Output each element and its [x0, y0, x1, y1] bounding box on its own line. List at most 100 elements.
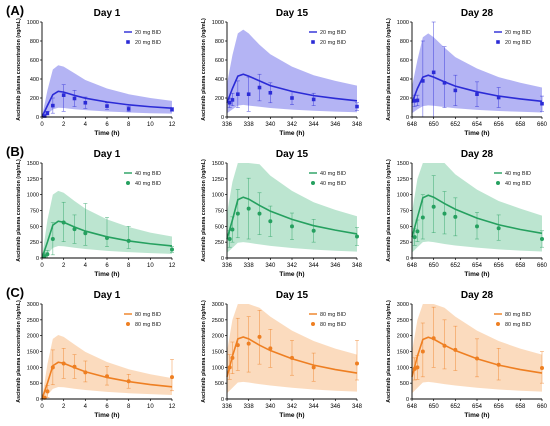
y-axis-label: Asciminib plasma concentration (ng/mL) — [16, 159, 22, 262]
observed-point — [412, 99, 417, 103]
panel-8: Day 15 0 500 1000 1500 2000 2500 3000 336 338 340 3… — [201, 290, 363, 419]
x-tick-label: 342 — [287, 263, 298, 269]
observed-point — [453, 88, 458, 93]
x-axis-label: Time (h) — [464, 412, 489, 419]
panel-3: Day 28 0 200 400 600 800 1000 648 650 652 654 656 65… — [386, 8, 548, 137]
y-tick-label: 2500 — [397, 318, 409, 324]
panel-4: (B) Day 1 0 250 500 750 1000 1250 1500 0 2 4 6 8 10 12 T… — [6, 144, 176, 278]
observed-point — [420, 349, 425, 354]
legend-entry: 80 mg BID — [505, 312, 531, 318]
observed-point — [268, 90, 273, 95]
legend-marker-swatch — [311, 181, 315, 185]
observed-point — [355, 361, 359, 366]
panel-title: Day 1 — [94, 149, 121, 160]
legend-entry: 40 mg BID — [505, 171, 531, 177]
observed-point — [355, 234, 359, 239]
panel-title: Day 15 — [276, 290, 309, 301]
observed-point — [311, 228, 316, 233]
observed-point — [540, 101, 544, 106]
observed-point — [421, 79, 425, 83]
observed-point — [50, 365, 55, 370]
y-tick-label: 1000 — [212, 365, 224, 371]
observed-point — [230, 98, 235, 102]
row-label: (B) — [6, 144, 24, 159]
observed-point — [230, 355, 235, 360]
y-axis-label: Asciminib plasma concentration (ng/mL) — [201, 159, 207, 262]
x-axis-label: Time (h) — [279, 130, 304, 137]
x-tick-label: 648 — [407, 122, 418, 128]
y-tick-label: 0 — [221, 115, 224, 121]
y-axis-label: Asciminib plasma concentration (ng/mL) — [386, 18, 392, 121]
x-tick-label: 654 — [472, 404, 483, 410]
x-tick-label: 338 — [244, 122, 255, 128]
x-tick-label: 0 — [40, 404, 44, 410]
legend-entry: 20 mg BID — [320, 40, 346, 46]
observed-point — [83, 370, 88, 375]
observed-point — [105, 104, 109, 108]
x-tick-label: 652 — [450, 263, 461, 269]
panel-title: Day 28 — [461, 149, 494, 160]
y-tick-label: 500 — [400, 381, 409, 387]
y-tick-label: 600 — [30, 58, 39, 64]
y-tick-label: 500 — [30, 224, 39, 230]
panel-title: Day 28 — [461, 8, 494, 19]
x-tick-label: 650 — [429, 404, 440, 410]
x-tick-label: 650 — [429, 122, 440, 128]
observed-point — [415, 229, 420, 234]
observed-point — [72, 364, 77, 369]
observed-point — [227, 237, 232, 241]
observed-point — [45, 389, 50, 394]
x-tick-label: 650 — [429, 263, 440, 269]
y-tick-label: 800 — [30, 39, 39, 45]
observed-point — [246, 341, 251, 346]
legend-entry: 80 mg BID — [505, 322, 531, 328]
x-tick-label: 654 — [472, 122, 483, 128]
observed-point — [83, 100, 88, 105]
observed-point — [45, 111, 50, 115]
observed-point — [170, 107, 174, 112]
observed-point — [227, 365, 232, 370]
panel-title: Day 28 — [461, 290, 494, 301]
x-tick-label: 10 — [147, 122, 154, 128]
observed-point — [475, 92, 479, 96]
observed-point — [412, 235, 417, 240]
x-tick-label: 0 — [40, 122, 44, 128]
observed-point — [268, 346, 273, 351]
observed-point — [126, 379, 131, 384]
observed-point — [83, 231, 88, 236]
y-tick-label: 0 — [36, 115, 39, 121]
y-tick-label: 200 — [30, 96, 39, 102]
y-tick-label: 0 — [406, 397, 409, 403]
x-tick-label: 8 — [127, 404, 131, 410]
y-tick-label: 2000 — [397, 334, 409, 340]
x-tick-label: 338 — [244, 404, 255, 410]
legend-entry: 20 mg BID — [505, 30, 531, 36]
y-tick-label: 750 — [400, 209, 409, 215]
x-tick-label: 346 — [330, 122, 341, 128]
legend-entry: 40 mg BID — [320, 181, 346, 187]
observed-point — [257, 211, 262, 216]
y-axis-label: Asciminib plasma concentration (ng/mL) — [386, 159, 392, 262]
y-tick-label: 1250 — [212, 177, 224, 183]
observed-point — [257, 85, 262, 90]
x-tick-label: 10 — [147, 263, 154, 269]
observed-point — [236, 92, 240, 96]
observed-point — [415, 98, 420, 103]
row-label: (C) — [6, 285, 24, 300]
x-tick-label: 656 — [494, 263, 505, 269]
x-axis-label: Time (h) — [94, 271, 119, 278]
y-tick-label: 250 — [400, 240, 409, 246]
x-tick-label: 10 — [147, 404, 154, 410]
observed-point — [72, 96, 77, 101]
legend-marker-swatch — [496, 40, 500, 44]
y-tick-label: 0 — [36, 397, 39, 403]
legend-entry: 20 mg BID — [505, 40, 531, 46]
observed-point — [257, 334, 262, 339]
legend-marker-swatch — [126, 322, 130, 326]
y-tick-label: 0 — [221, 397, 224, 403]
observed-point — [246, 92, 251, 96]
y-axis-label: Asciminib plasma concentration (ng/mL) — [16, 18, 22, 121]
x-tick-label: 12 — [169, 263, 176, 269]
x-tick-label: 660 — [537, 122, 548, 128]
x-tick-label: 344 — [309, 404, 320, 410]
